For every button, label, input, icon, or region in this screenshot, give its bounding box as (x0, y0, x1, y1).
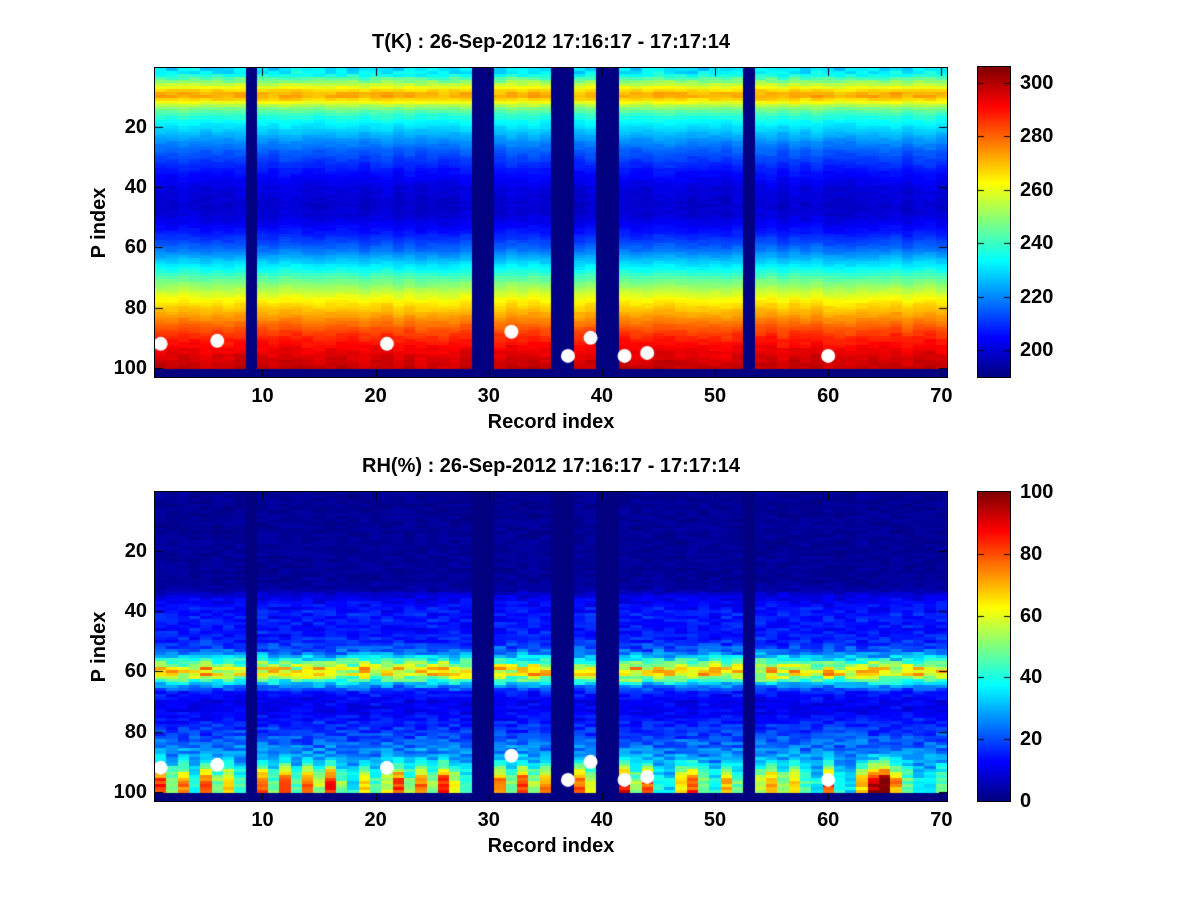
colorbar-tick-label: 280 (1020, 125, 1054, 148)
temperature-colorbar-canvas (977, 66, 1011, 378)
temperature-plot-title: T(K) : 26-Sep-2012 17:16:17 - 17:17:14 (372, 31, 730, 53)
x-tick-label: 30 (477, 385, 500, 407)
y-tick-label: 40 (124, 600, 147, 623)
y-tick-label: 20 (124, 540, 147, 563)
temperature-heatmap-canvas (154, 67, 948, 378)
colorbar-tick-label: 300 (1020, 72, 1054, 95)
x-tick-label: 50 (703, 809, 727, 831)
y-tick-label: 60 (124, 660, 147, 683)
x-tick-label: 20 (364, 385, 387, 407)
x-tick-label: 50 (703, 385, 727, 407)
y-tick-label: 40 (124, 176, 147, 199)
colorbar-tick-label: 240 (1020, 232, 1054, 255)
y-tick-label: 20 (124, 116, 147, 139)
colorbar-tick-label: 80 (1020, 542, 1043, 565)
y-tick-label: 100 (113, 780, 147, 803)
y-tick-label: 100 (113, 356, 147, 379)
x-tick-label: 30 (477, 809, 500, 831)
x-tick-label: 10 (251, 809, 274, 831)
colorbar-tick-label: 0 (1020, 790, 1032, 812)
humidity-colorbar-canvas (977, 491, 1011, 802)
x-tick-label: 40 (590, 385, 614, 407)
colorbar-tick-label: 100 (1020, 481, 1054, 503)
colorbar-tick-label: 60 (1020, 604, 1043, 627)
x-tick-label: 70 (930, 809, 953, 831)
y-tick-label: 60 (124, 236, 147, 259)
y-tick-label: 80 (124, 296, 147, 319)
colorbar-tick-label: 20 (1020, 728, 1043, 751)
colorbar-tick-label: 40 (1020, 666, 1043, 689)
x-tick-label: 60 (817, 385, 840, 407)
humidity-heatmap-canvas (154, 491, 948, 802)
temperature-x-axis-label: Record index (487, 411, 615, 433)
x-tick-label: 70 (930, 385, 953, 407)
x-tick-label: 20 (364, 809, 387, 831)
humidity-plot-title: RH(%) : 26-Sep-2012 17:16:17 - 17:17:14 (362, 455, 740, 477)
x-tick-label: 40 (590, 809, 614, 831)
colorbar-tick-label: 220 (1020, 285, 1054, 308)
colorbar-tick-label: 200 (1020, 339, 1054, 362)
humidity-x-axis-label: Record index (487, 835, 615, 857)
x-tick-label: 60 (817, 809, 840, 831)
colorbar-tick-label: 260 (1020, 178, 1054, 201)
y-tick-label: 80 (124, 720, 147, 743)
x-tick-label: 10 (251, 385, 274, 407)
